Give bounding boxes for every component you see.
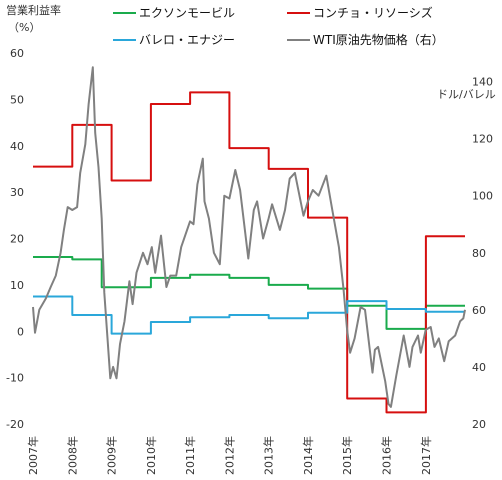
- x-tick-label: 2017年: [419, 436, 433, 475]
- right-tick-label: 60: [472, 304, 486, 317]
- right-axis: 140 120 100 80 60 40 20: [472, 76, 493, 431]
- right-tick-label: 20: [472, 418, 486, 431]
- left-tick-label: -10: [6, 372, 24, 385]
- right-tick-label: 100: [472, 190, 493, 203]
- left-axis: 60 50 40 30 20 10 0 -10 -20: [6, 47, 24, 431]
- series-line-3: [33, 295, 465, 335]
- series-line-4: [32, 66, 466, 408]
- left-tick-label: 50: [10, 93, 24, 106]
- legend-label: エクソンモービル: [139, 6, 235, 20]
- right-tick-label: 120: [472, 133, 493, 146]
- right-tick-label: 140: [472, 76, 493, 89]
- left-tick-label: 60: [10, 47, 24, 60]
- left-tick-label: 10: [10, 279, 24, 292]
- series-line-2: [33, 91, 465, 414]
- left-tick-label: 0: [17, 325, 24, 338]
- x-tick-label: 2010年: [144, 436, 158, 475]
- x-tick-label: 2011年: [183, 436, 197, 475]
- left-tick-label: -20: [6, 418, 24, 431]
- x-tick-label: 2016年: [379, 436, 393, 475]
- x-tick-label: 2008年: [65, 436, 79, 475]
- x-tick-label: 2014年: [301, 436, 315, 475]
- x-tick-label: 2012年: [222, 436, 236, 475]
- legend-label: バレロ・エナジー: [139, 33, 235, 47]
- x-tick-label: 2009年: [105, 436, 119, 475]
- legend-label: WTI原油先物価格（右）: [313, 32, 444, 47]
- series-line-1: [33, 256, 465, 330]
- legend-label: コンチョ・リソーシズ: [313, 5, 433, 20]
- x-tick-label: 2015年: [340, 436, 354, 475]
- plot-area: [32, 66, 466, 414]
- left-axis-unit: （%）: [8, 21, 40, 34]
- left-tick-label: 40: [10, 140, 24, 153]
- x-tick-label: 2013年: [262, 436, 276, 475]
- left-tick-label: 20: [10, 233, 24, 246]
- x-axis: 2007年 2008年 2009年 2010年 2011年 2012年 2013年 2014年…: [26, 436, 433, 475]
- left-axis-title: 営業利益率: [6, 3, 61, 17]
- x-tick-label: 2007年: [26, 436, 40, 475]
- right-tick-label: 40: [472, 361, 486, 374]
- left-tick-label: 30: [10, 186, 24, 199]
- right-tick-label: 80: [472, 247, 486, 260]
- right-axis-title: ドル/バレル: [437, 88, 496, 101]
